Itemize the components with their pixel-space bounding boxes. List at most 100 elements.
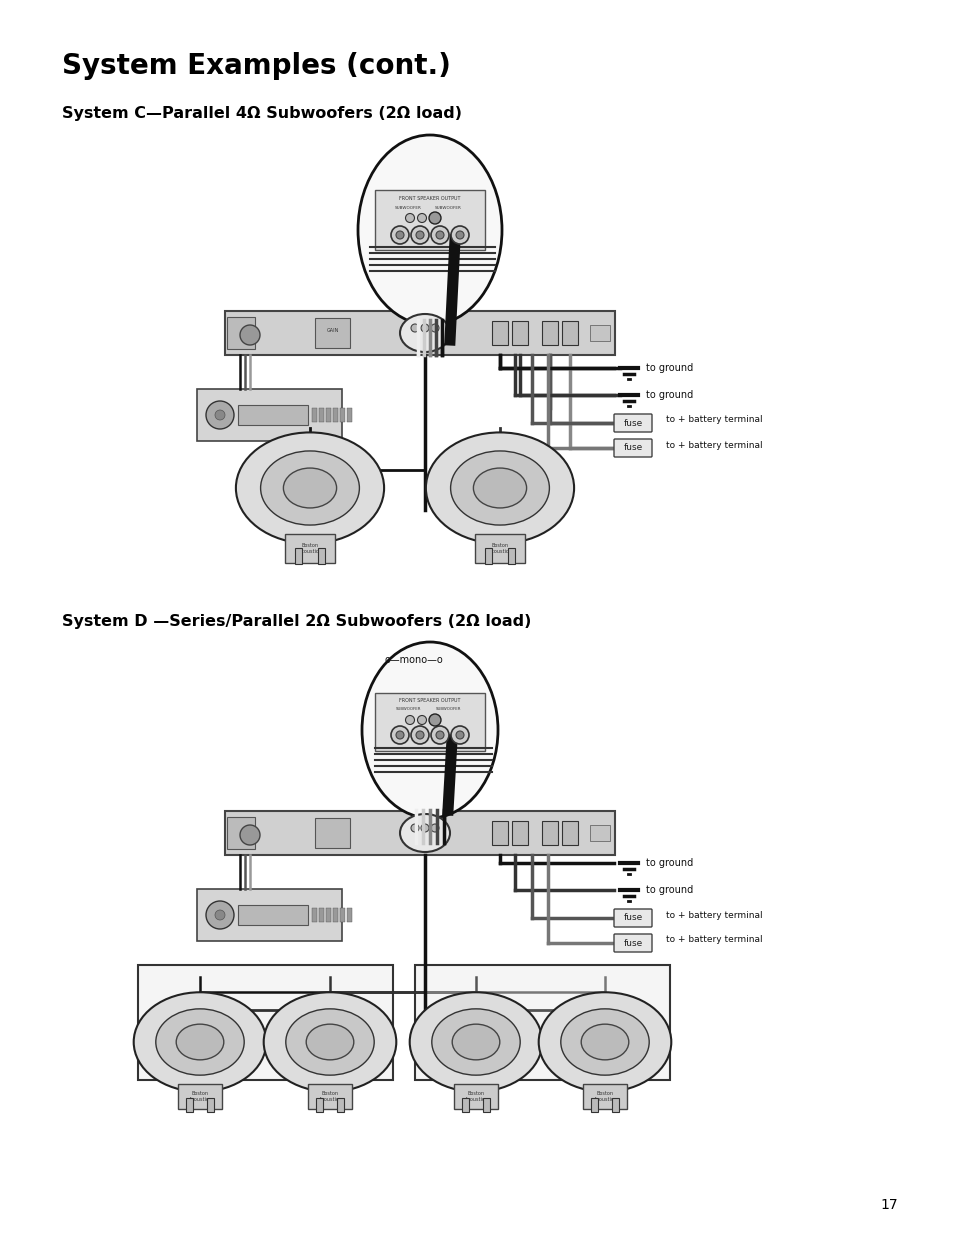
Bar xyxy=(415,965,669,1079)
Circle shape xyxy=(431,824,438,832)
Bar xyxy=(462,1098,469,1112)
Circle shape xyxy=(416,731,423,739)
Bar xyxy=(512,321,527,345)
Bar xyxy=(227,818,254,848)
Text: SUBWOOFER: SUBWOOFER xyxy=(435,206,461,210)
Circle shape xyxy=(391,226,409,245)
Circle shape xyxy=(240,325,260,345)
FancyBboxPatch shape xyxy=(614,909,651,927)
Bar xyxy=(582,1084,626,1109)
Circle shape xyxy=(395,731,403,739)
Bar xyxy=(227,317,254,350)
Bar xyxy=(541,321,558,345)
FancyBboxPatch shape xyxy=(614,438,651,457)
Circle shape xyxy=(206,401,233,429)
Circle shape xyxy=(395,231,403,240)
Bar xyxy=(326,408,331,422)
Bar xyxy=(312,408,316,422)
Circle shape xyxy=(436,731,443,739)
Circle shape xyxy=(451,726,469,743)
Bar xyxy=(237,405,308,425)
Bar xyxy=(611,1098,618,1112)
Text: Boston
Acoustics: Boston Acoustics xyxy=(464,1092,487,1102)
Ellipse shape xyxy=(409,992,541,1092)
Bar xyxy=(197,389,342,441)
Bar xyxy=(237,905,308,925)
Circle shape xyxy=(411,324,418,332)
Circle shape xyxy=(456,731,463,739)
Ellipse shape xyxy=(432,1009,519,1076)
Bar xyxy=(138,965,393,1079)
Circle shape xyxy=(411,226,429,245)
Text: to ground: to ground xyxy=(645,885,693,895)
Text: to ground: to ground xyxy=(645,858,693,868)
Circle shape xyxy=(451,226,469,245)
Circle shape xyxy=(431,226,449,245)
Circle shape xyxy=(391,726,409,743)
Ellipse shape xyxy=(263,992,395,1092)
Ellipse shape xyxy=(306,1024,354,1060)
Bar xyxy=(336,1098,343,1112)
Bar xyxy=(339,908,345,923)
Ellipse shape xyxy=(538,992,671,1092)
Bar xyxy=(318,408,324,422)
Text: System Examples (cont.): System Examples (cont.) xyxy=(62,52,451,80)
Text: fuse: fuse xyxy=(622,939,642,947)
Ellipse shape xyxy=(452,1024,499,1060)
Ellipse shape xyxy=(560,1009,649,1076)
Text: System C—Parallel 4Ω Subwoofers (2Ω load): System C—Parallel 4Ω Subwoofers (2Ω load… xyxy=(62,106,461,121)
Circle shape xyxy=(429,714,440,726)
Bar xyxy=(507,548,515,563)
Bar xyxy=(484,548,492,563)
Text: fuse: fuse xyxy=(622,419,642,427)
Bar xyxy=(492,321,507,345)
Text: to + battery terminal: to + battery terminal xyxy=(665,415,761,425)
Ellipse shape xyxy=(399,314,450,352)
Text: to + battery terminal: to + battery terminal xyxy=(665,441,761,450)
Text: to ground: to ground xyxy=(645,390,693,400)
Circle shape xyxy=(431,726,449,743)
Ellipse shape xyxy=(425,432,574,543)
Text: FRONT SPEAKER OUTPUT: FRONT SPEAKER OUTPUT xyxy=(399,195,460,200)
Bar xyxy=(475,535,524,563)
Circle shape xyxy=(436,231,443,240)
Bar xyxy=(318,908,324,923)
Ellipse shape xyxy=(580,1024,628,1060)
Bar xyxy=(541,821,558,845)
Ellipse shape xyxy=(357,135,501,325)
Ellipse shape xyxy=(260,451,359,525)
Bar xyxy=(207,1098,213,1112)
Bar xyxy=(333,408,337,422)
Bar xyxy=(316,1098,323,1112)
Circle shape xyxy=(431,324,438,332)
Bar xyxy=(375,190,484,249)
Circle shape xyxy=(417,214,426,222)
Text: SUBWOOFER: SUBWOOFER xyxy=(435,706,460,711)
Bar xyxy=(225,811,615,855)
Circle shape xyxy=(214,910,225,920)
Ellipse shape xyxy=(473,468,526,508)
Text: Boston
Acoustics: Boston Acoustics xyxy=(593,1092,616,1102)
Text: o—mono—o: o—mono—o xyxy=(384,655,443,664)
Bar xyxy=(285,535,335,563)
Bar xyxy=(225,311,615,354)
Text: FRONT SPEAKER OUTPUT: FRONT SPEAKER OUTPUT xyxy=(399,698,460,703)
Text: fuse: fuse xyxy=(622,443,642,452)
Circle shape xyxy=(206,902,233,929)
Text: to + battery terminal: to + battery terminal xyxy=(665,935,761,945)
Text: Boston
Acoustics: Boston Acoustics xyxy=(488,543,511,555)
Circle shape xyxy=(456,231,463,240)
Circle shape xyxy=(420,824,429,832)
Bar xyxy=(339,408,345,422)
Ellipse shape xyxy=(235,432,384,543)
Bar xyxy=(347,408,352,422)
Text: to + battery terminal: to + battery terminal xyxy=(665,910,761,920)
Circle shape xyxy=(417,715,426,725)
Text: Boston
Acoustics: Boston Acoustics xyxy=(318,1092,341,1102)
Ellipse shape xyxy=(361,642,497,818)
Circle shape xyxy=(430,214,439,222)
Text: GAIN: GAIN xyxy=(327,329,339,333)
Text: Boston
Acoustics: Boston Acoustics xyxy=(189,1092,212,1102)
Circle shape xyxy=(240,825,260,845)
Bar xyxy=(314,317,350,348)
